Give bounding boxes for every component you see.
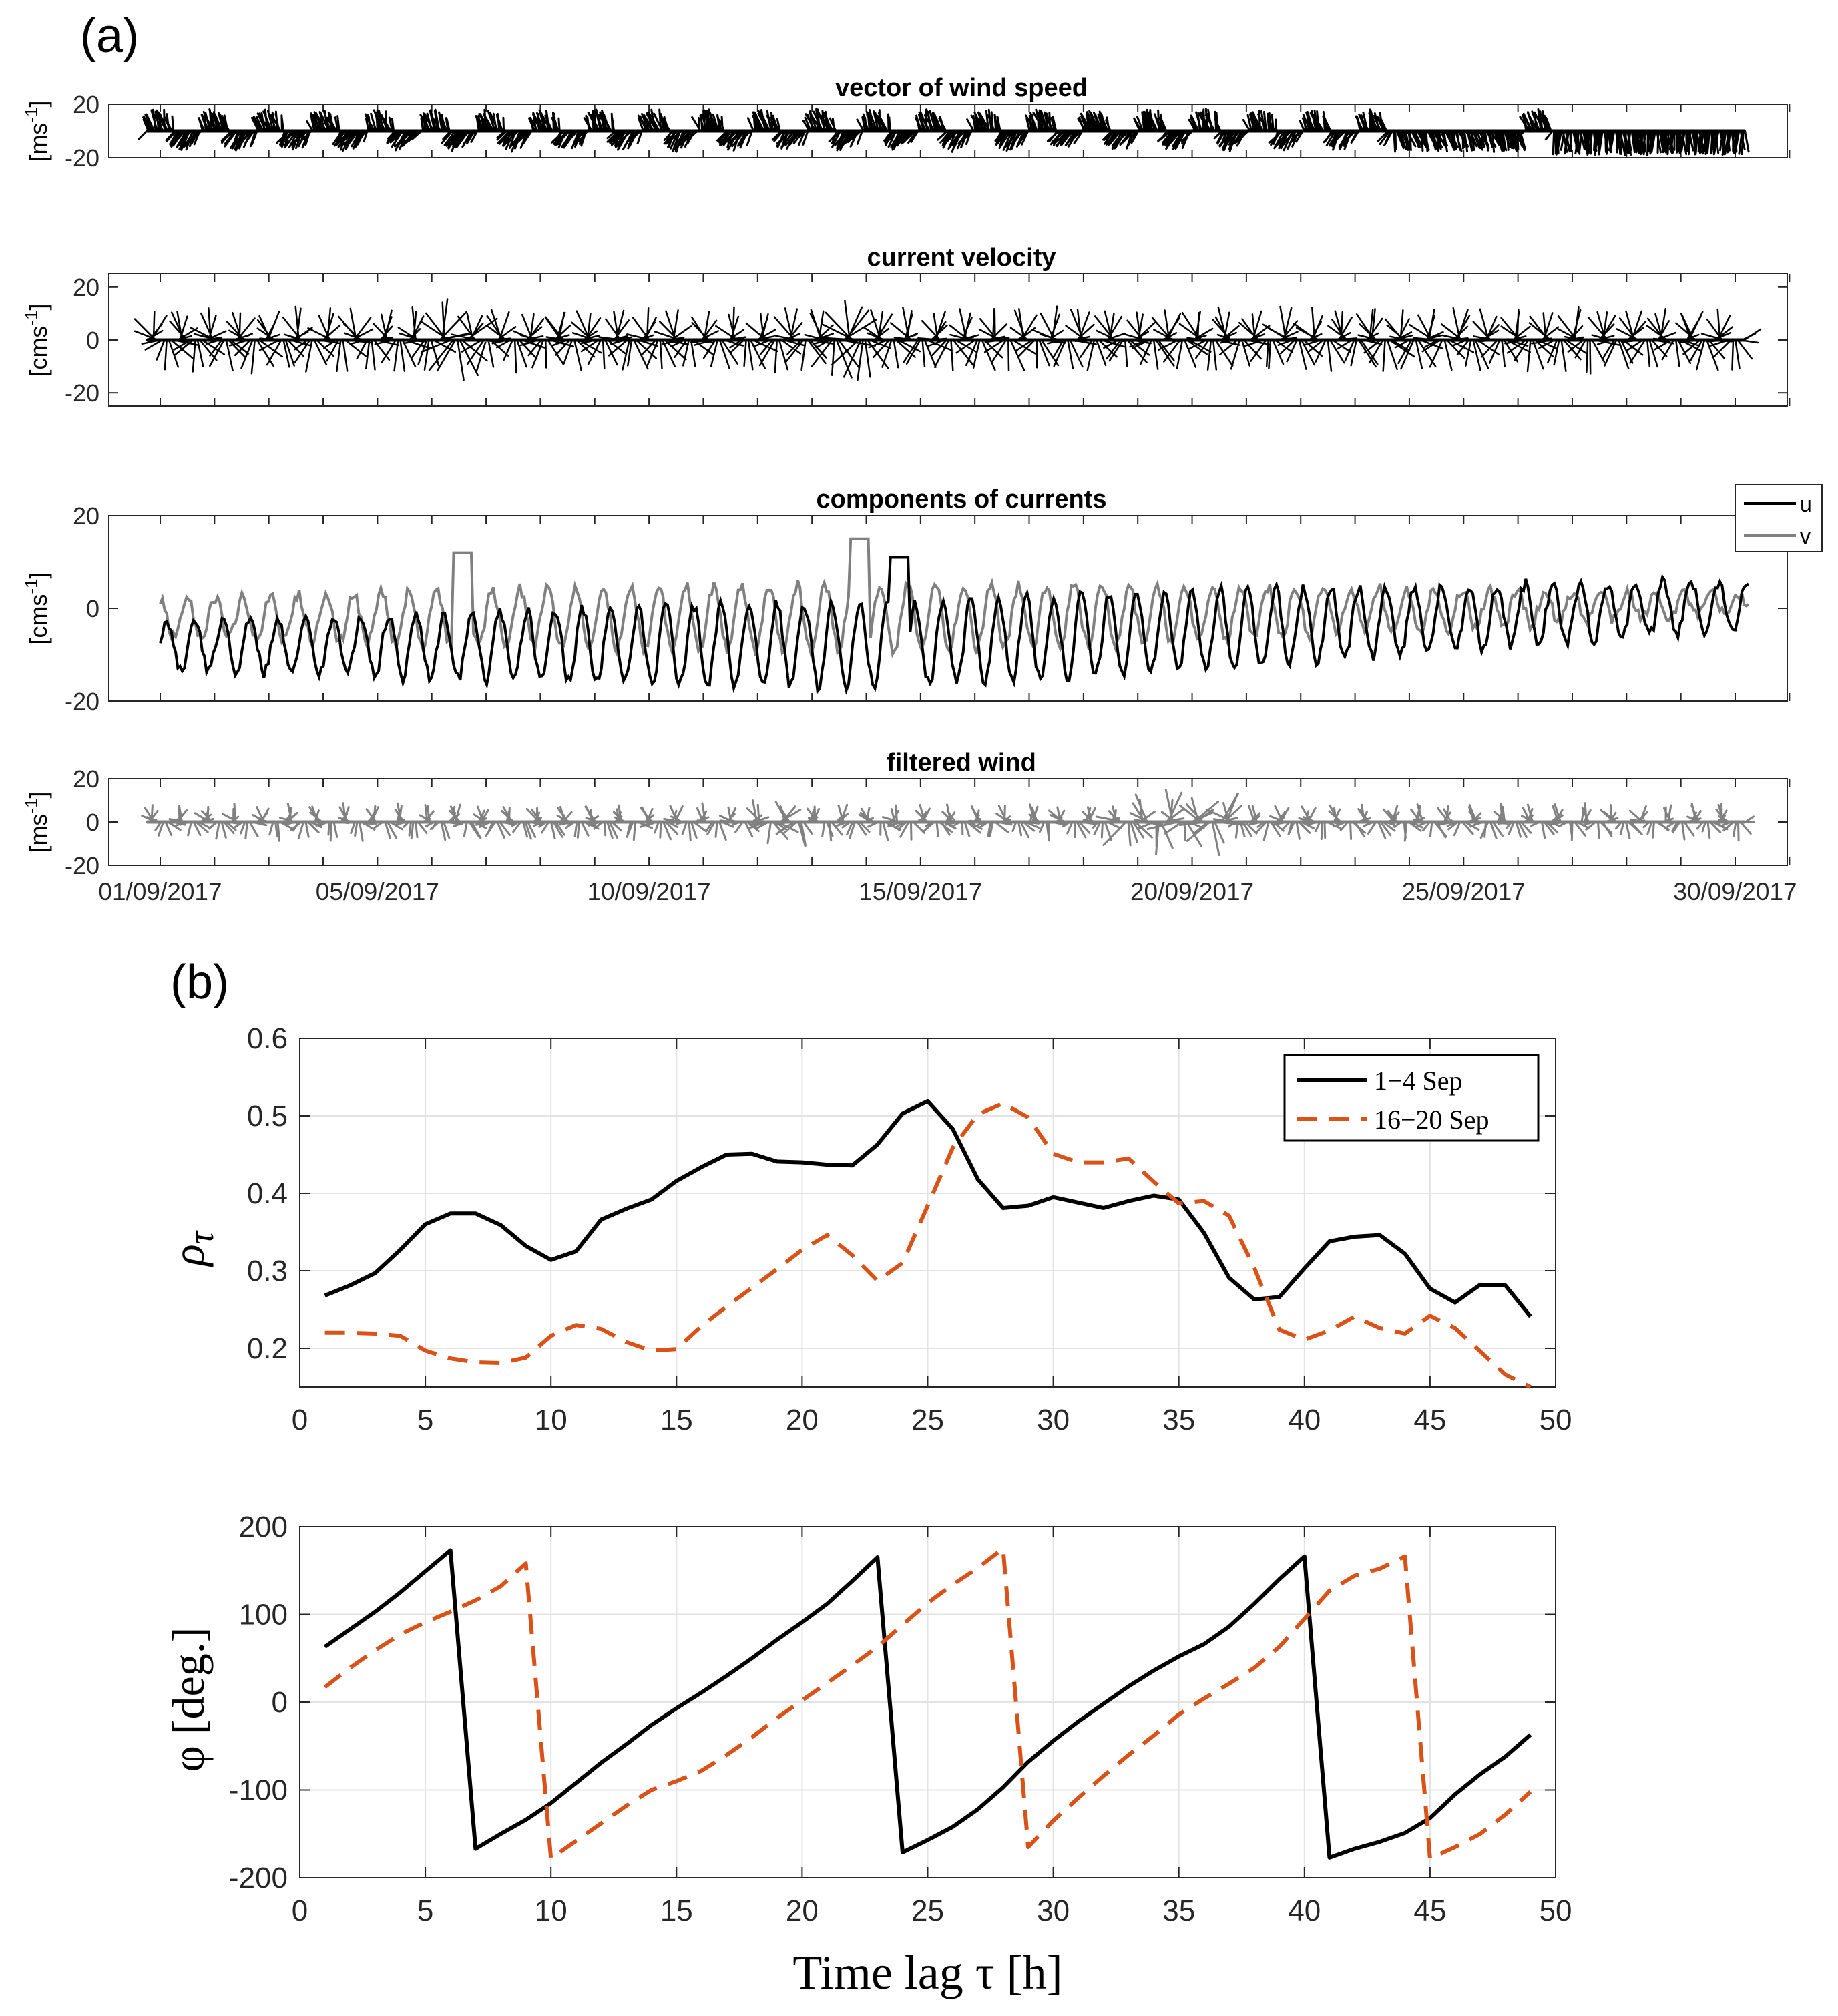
series-line-16-20-Sep — [324, 1101, 1532, 1389]
legend-box — [1735, 484, 1823, 552]
series-line-1-4-Sep — [323, 1548, 1532, 1860]
y-tick-label: 100 — [239, 1599, 288, 1631]
y-tick-label: 0 — [86, 809, 99, 836]
series-u-line — [159, 556, 1750, 695]
axes-title: vector of wind speed — [835, 74, 1088, 102]
x-tick-label: 05/09/2017 — [316, 878, 439, 905]
x-tick-label: 50 — [1540, 1404, 1572, 1436]
y-tick-label: 0.6 — [247, 1022, 288, 1055]
x-tick-label: 20/09/2017 — [1130, 878, 1254, 905]
x-tick-label: 40 — [1288, 1894, 1321, 1927]
panel-a-label: (a) — [80, 9, 139, 63]
y-axis-label: [ms-1] — [21, 100, 52, 161]
x-tick-label: 30 — [1037, 1404, 1070, 1436]
x-tick-label: 10 — [535, 1894, 567, 1927]
x-tick-label: 30/09/2017 — [1673, 878, 1797, 905]
y-tick-label: -20 — [65, 852, 99, 879]
y-tick-label: 20 — [73, 91, 99, 118]
x-tick-label: 15 — [660, 1404, 693, 1436]
stick-vectors — [138, 108, 1750, 156]
x-tick-label: 30 — [1037, 1894, 1070, 1927]
y-tick-label: 20 — [73, 502, 99, 530]
legend-box — [1283, 1054, 1540, 1142]
panel-b-axes-correlation: 0 5 10 15 20 25 30 35 40 45 50 0.2 0.3 0.4 0.5 0.6 ρτ 1−4… — [163, 1022, 1572, 1436]
legend: uv — [1735, 484, 1823, 552]
x-tick-label: 35 — [1162, 1894, 1195, 1927]
panel-a-axes-current-components: -20 0 20 components of currents [cms-1] uv — [21, 484, 1823, 715]
y-tick-label: -20 — [65, 379, 99, 407]
panel-b-axes-phase: 0 5 10 15 20 25 30 35 40 45 50 -200 -100 0 100 200 φ [de… — [163, 1510, 1572, 1999]
y-tick-label: 0 — [86, 327, 99, 354]
x-tick-label: 01/09/2017 — [98, 878, 222, 905]
legend: 1−4 Sep 16−20 Sep — [1283, 1054, 1540, 1142]
x-tick-label: 0 — [292, 1894, 308, 1927]
x-tick-label: 0 — [292, 1404, 308, 1436]
y-axis-label: [cms-1] — [21, 572, 52, 644]
y-tick-label: 0.4 — [247, 1177, 288, 1210]
axes-title: filtered wind — [887, 749, 1036, 777]
axes-box — [108, 104, 1788, 158]
legend-label-1: 1−4 Sep — [1374, 1066, 1463, 1096]
series-v-line — [159, 537, 1750, 659]
axes-title: current velocity — [867, 244, 1056, 272]
y-axis-label: ρτ — [163, 1230, 221, 1267]
x-tick-label: 10 — [535, 1404, 567, 1436]
x-tick-label: 5 — [417, 1404, 433, 1436]
y-axis-label: [cms-1] — [21, 303, 52, 376]
x-tick-label: 35 — [1162, 1404, 1195, 1436]
legend-u-label: u — [1800, 492, 1812, 516]
x-tick-label: 25/09/2017 — [1402, 878, 1526, 905]
y-tick-label: -20 — [65, 144, 99, 172]
series-line-1-4-Sep — [324, 1099, 1532, 1318]
y-tick-label: 20 — [73, 765, 99, 793]
legend-v-label: v — [1800, 524, 1811, 548]
axes-title: components of currents — [817, 485, 1107, 514]
y-tick-label: 0.3 — [247, 1255, 288, 1287]
y-tick-label: 20 — [73, 274, 99, 301]
y-tick-label: -200 — [229, 1862, 288, 1894]
x-tick-label: 25 — [911, 1894, 944, 1927]
panel-a-axes-filtered-wind: -20 0 20 filtered wind [ms-1] 01/09/2017 05/09… — [21, 749, 1797, 905]
x-tick-label: 15/09/2017 — [859, 878, 982, 905]
panel-b-label: (b) — [170, 956, 229, 1009]
x-tick-label: 5 — [417, 1894, 433, 1927]
x-tick-label: 25 — [911, 1404, 944, 1436]
y-tick-label: -100 — [229, 1774, 288, 1807]
x-axis-label: Time lag τ [h] — [792, 1946, 1062, 1999]
y-tick-label: 0.2 — [247, 1332, 288, 1365]
y-tick-label: 0 — [272, 1686, 288, 1719]
panel-a-axes-current-stick: -20 0 20 current velocity [cms-1] — [21, 244, 1791, 407]
x-tick-label: 45 — [1413, 1894, 1446, 1927]
x-tick-label: 40 — [1288, 1404, 1321, 1436]
x-tick-label: 15 — [660, 1894, 693, 1927]
x-tick-label: 50 — [1540, 1894, 1572, 1927]
x-tick-label: 20 — [786, 1894, 819, 1927]
series-line-16-20-Sep — [323, 1546, 1532, 1861]
y-tick-label: -20 — [65, 688, 99, 715]
y-tick-label: 0 — [86, 595, 99, 622]
x-tick-label: 10/09/2017 — [588, 878, 711, 905]
panel-a-axes-wind-stick: -20 20 vector of wind speed [ms-1] — [21, 74, 1791, 172]
y-tick-label: 0.5 — [247, 1100, 288, 1133]
y-axis-label: [ms-1] — [21, 791, 52, 852]
legend-label-2: 16−20 Sep — [1374, 1104, 1489, 1135]
x-tick-label: 45 — [1413, 1404, 1446, 1436]
x-tick-label: 20 — [786, 1404, 819, 1436]
y-tick-label: 200 — [239, 1510, 288, 1543]
y-axis-label: φ [deg.] — [163, 1627, 214, 1772]
